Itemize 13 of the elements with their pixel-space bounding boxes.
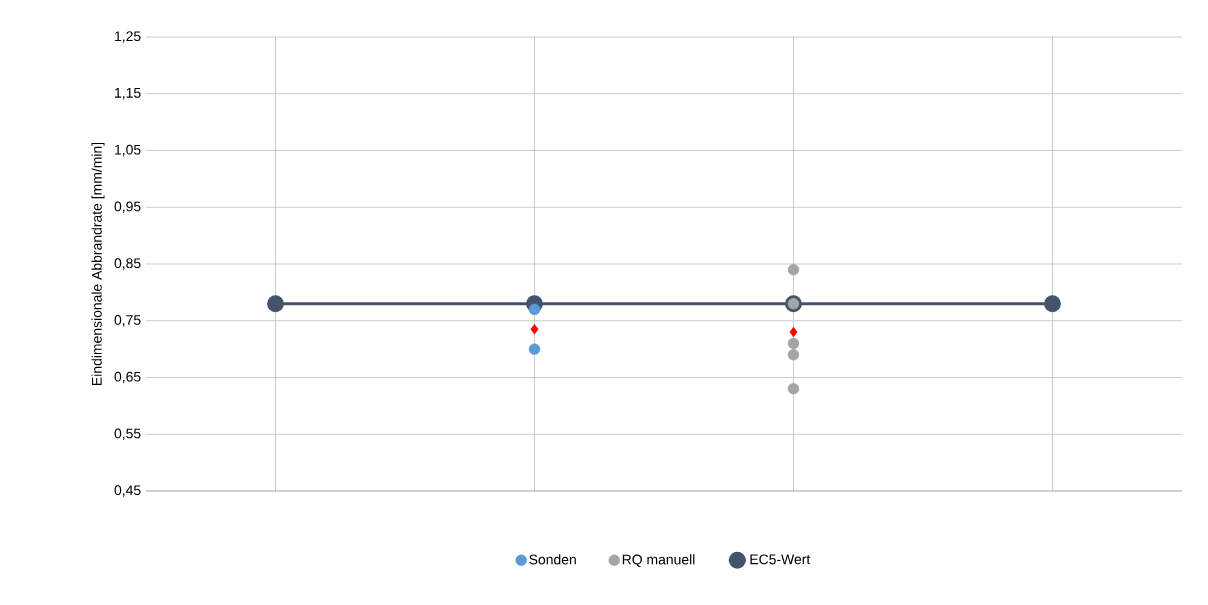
y-tick-label: 1,05 [115,144,141,157]
y-tick-label: 1,15 [115,88,141,100]
y-tick-label: 1,25 [115,31,141,43]
legend-label: RQ manuell [622,554,695,567]
y-tick-label: 0,95 [114,201,141,214]
y-tick-label: 0,55 [114,428,141,441]
legend-label: EC5-Wert [750,554,811,565]
y-tick-label: 0,45 [114,485,141,497]
legend-label: Sonden [529,554,576,565]
y-axis-title: Eindimensionale Abbrandrate [mm/min] [91,142,105,385]
y-tick-label: 0,65 [114,371,141,384]
y-tick-label: 0,75 [114,314,141,327]
y-tick-label: 0,85 [114,258,141,270]
